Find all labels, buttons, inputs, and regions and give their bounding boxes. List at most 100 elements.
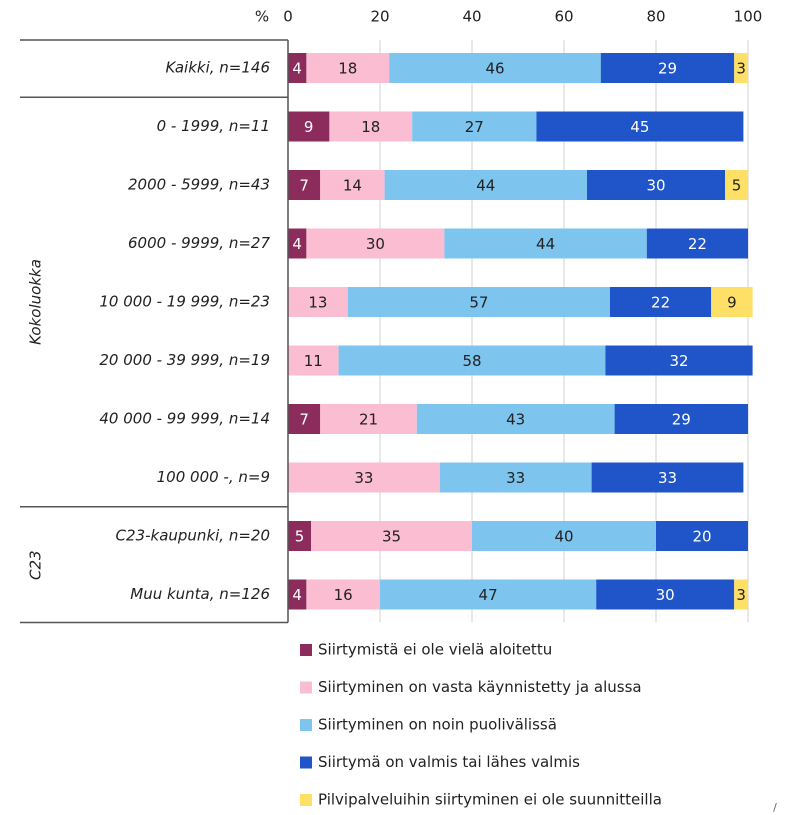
value-label: 18 [361,118,380,136]
value-label: 30 [366,235,385,253]
value-label: 5 [732,177,742,195]
x-tick-label: 20 [370,8,389,26]
legend-label: Siirtymä on valmis tai lähes valmis [318,753,580,771]
bar-segment [711,287,753,317]
value-label: 14 [343,177,362,195]
bar-segment [384,170,587,200]
bar-segment [412,111,537,142]
value-label: 29 [672,411,691,429]
legend-swatch [300,794,312,806]
bar-segment [596,579,735,610]
value-label: 3 [736,586,746,604]
legend-label: Siirtymistä ei ole vielä aloitettu [318,641,552,659]
category-label: 100 000 -, n=9 [157,468,270,486]
bar-segment [288,521,311,551]
bar-segment [288,345,339,376]
value-label: 47 [479,586,498,604]
bar-segment [288,170,321,200]
bar-segment [288,287,348,317]
category-label: 2000 - 5999, n=43 [128,176,270,194]
bar-segment [472,521,656,551]
value-label: 22 [651,294,670,312]
bar-segment [288,462,440,493]
category-label: 6000 - 9999, n=27 [128,234,270,252]
bar-segment [320,170,385,200]
value-label: 27 [465,118,484,136]
bar-segment [306,53,390,83]
bar-segment [536,111,744,142]
x-tick-label: 80 [646,8,665,26]
bar-segment [380,579,597,610]
x-tick-label: 100 [734,8,763,26]
bar-segment [320,404,417,434]
category-label: 20 000 - 39 999, n=19 [99,351,270,369]
bar-segment [439,462,592,493]
bar-segment [656,521,748,551]
bar-segment [591,462,744,493]
value-label: 43 [506,411,525,429]
value-label: 3 [736,60,746,78]
value-label: 29 [658,60,677,78]
value-label: 22 [688,235,707,253]
value-label: 46 [485,60,504,78]
bar-segment [605,345,753,376]
legend-swatch [300,719,312,731]
x-tick-label: 40 [462,8,481,26]
legend-swatch [300,756,312,769]
bar-segment [646,228,748,259]
bar-segment [614,404,748,434]
bar-segment [734,53,748,83]
legend-swatch [300,681,312,694]
value-label: 30 [656,586,675,604]
value-label: 57 [469,294,488,312]
category-label: Kaikki, n=146 [166,59,270,77]
value-label: 4 [292,60,302,78]
bar-segment [306,228,445,259]
value-label: 58 [462,352,481,370]
group-label: C23 [27,550,45,580]
legend-label: Pilvipalveluihin siirtyminen ei ole suun… [318,791,662,809]
value-label: 45 [630,118,649,136]
x-axis-label: % [255,8,269,26]
value-label: 35 [382,528,401,546]
value-label: 9 [727,294,737,312]
value-label: 5 [295,528,305,546]
legend-label: Siirtyminen on vasta käynnistetty ja alu… [318,678,642,696]
category-label: Muu kunta, n=126 [130,585,270,603]
bar-segment [347,287,610,317]
value-label: 33 [354,469,373,487]
bar-segment [329,111,413,142]
value-label: 40 [554,528,573,546]
value-label: 30 [646,177,665,195]
bar-segment [734,579,748,610]
value-label: 11 [304,352,323,370]
value-label: 4 [292,586,302,604]
group-label: Kokoluokka [27,259,45,345]
value-label: 7 [299,411,309,429]
bar-segment [444,228,647,259]
category-label: 0 - 1999, n=11 [157,117,270,135]
bar-segment [288,579,307,610]
legend-swatch [300,644,312,656]
value-label: 44 [476,177,495,195]
value-label: 13 [308,294,327,312]
bar-segment [306,579,380,610]
footer-mark: / [773,801,777,814]
bar-segment [288,53,307,83]
value-label: 32 [669,352,688,370]
bar-segment [338,345,606,376]
x-tick-label: 0 [283,8,293,26]
bar-segment [288,228,307,259]
bar-segment [288,404,321,434]
bar-segment [311,521,472,551]
legend-label: Siirtyminen on noin puolivälissä [318,716,557,734]
bar-segment [600,53,735,83]
value-label: 18 [338,60,357,78]
value-label: 20 [692,528,711,546]
x-tick-label: 60 [554,8,573,26]
bar-segment [610,287,712,317]
value-label: 4 [292,235,302,253]
value-label: 33 [658,469,677,487]
value-label: 9 [304,118,314,136]
